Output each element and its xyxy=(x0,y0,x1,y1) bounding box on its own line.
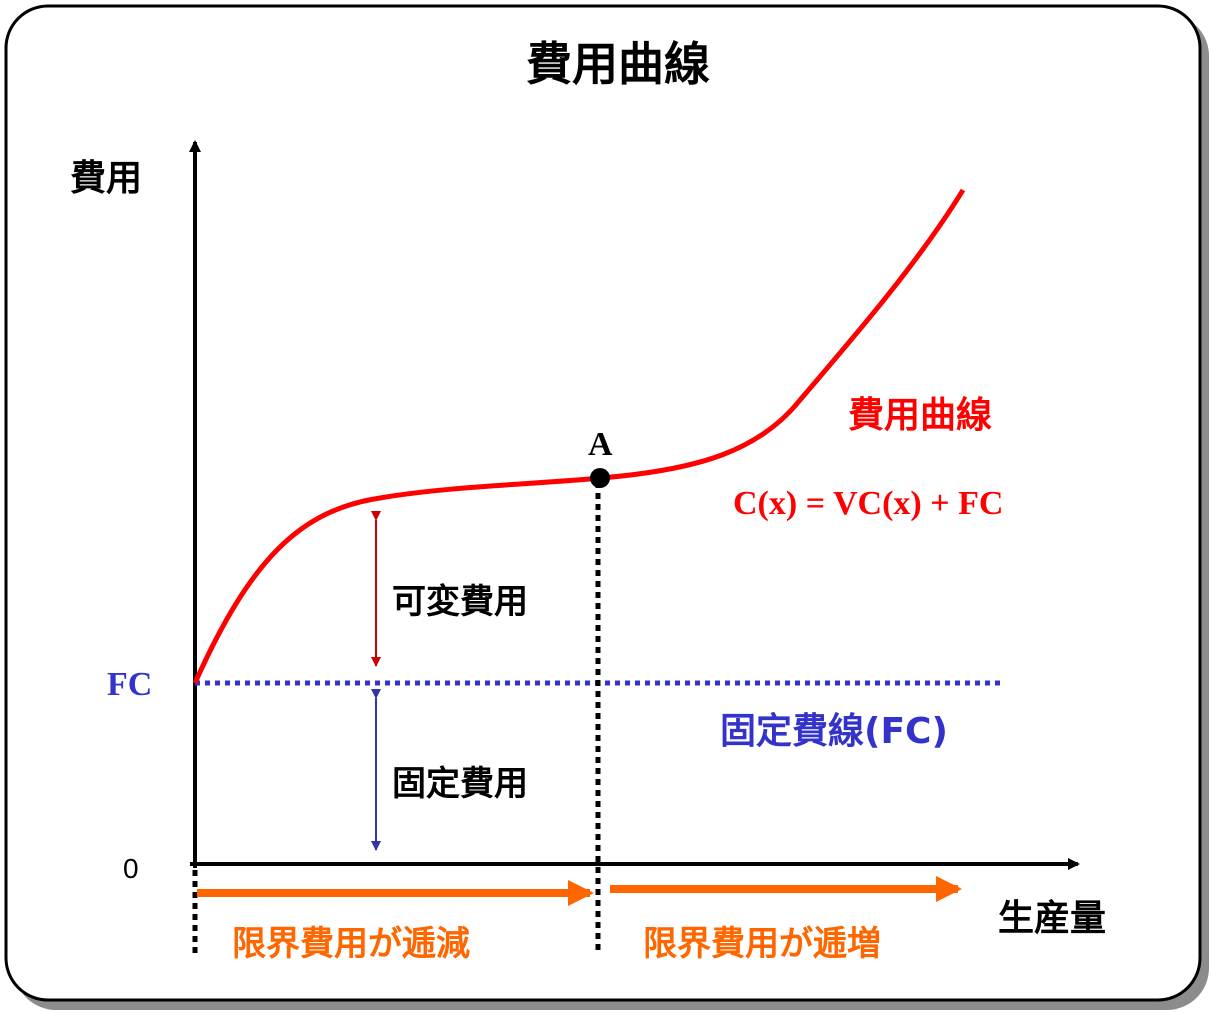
variable-cost-label: 可変費用 xyxy=(392,582,528,622)
fixed-cost-label: 固定費用 xyxy=(392,764,528,804)
x-axis-label: 生産量 xyxy=(998,898,1106,939)
fixed-line-label: 固定費線(FC) xyxy=(720,711,948,752)
region-right-label: 限界費用が逓増 xyxy=(643,924,881,964)
fc-axis-label: FC xyxy=(107,666,152,703)
point-a xyxy=(590,468,610,488)
point-a-label: A xyxy=(588,426,613,463)
region-left-label: 限界費用が逓減 xyxy=(232,924,470,964)
y-axis-label: 費用 xyxy=(70,158,142,199)
formula-label: C(x) = VC(x) + FC xyxy=(733,485,1003,522)
diagram-title: 費用曲線 xyxy=(526,37,710,91)
curve-name-label: 費用曲線 xyxy=(848,395,992,436)
origin-label: 0 xyxy=(123,853,139,884)
frame xyxy=(4,4,1202,1002)
